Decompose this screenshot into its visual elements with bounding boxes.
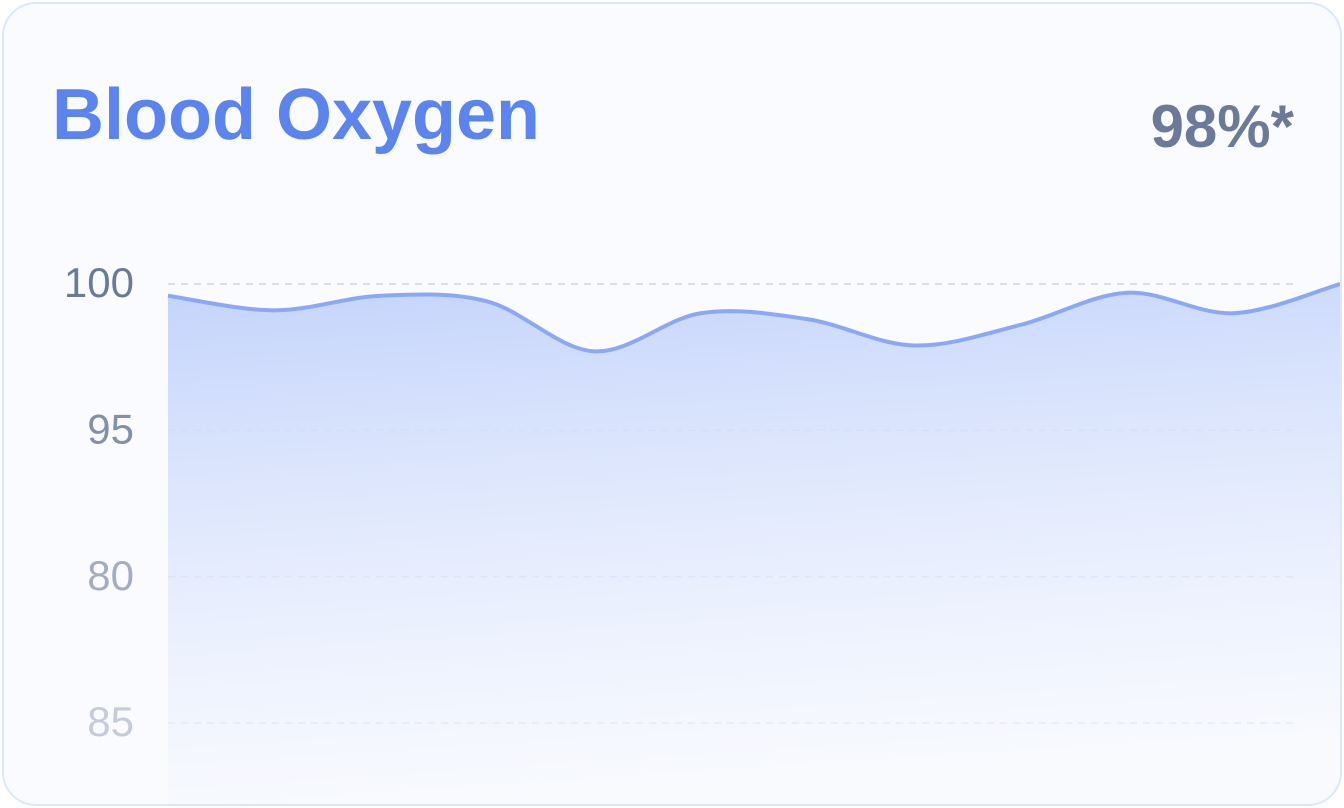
chart: 100 95 80 85 bbox=[64, 259, 1340, 804]
area-line bbox=[167, 282, 1340, 354]
y-tick-label: 95 bbox=[87, 405, 134, 452]
y-tick-label: 80 bbox=[87, 552, 134, 599]
card-title: Blood Oxygen bbox=[52, 75, 541, 155]
y-tick-label: 100 bbox=[64, 259, 134, 306]
current-reading: 98%* bbox=[1150, 93, 1294, 160]
y-tick-label: 85 bbox=[87, 698, 134, 745]
area-fill bbox=[168, 284, 1340, 804]
